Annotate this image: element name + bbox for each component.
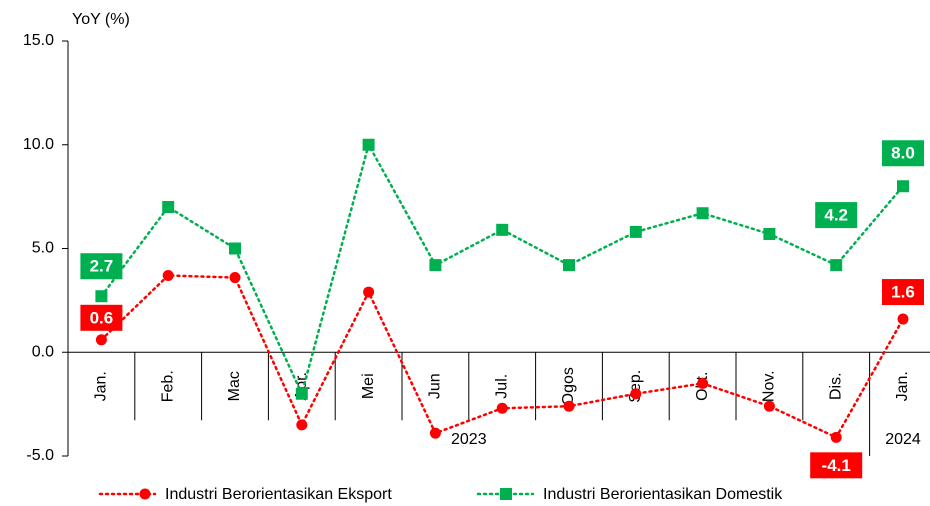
- marker: [563, 400, 575, 412]
- x-tick-label: Nov.: [761, 370, 778, 402]
- marker: [496, 402, 508, 414]
- marker: [429, 259, 442, 272]
- marker: [629, 225, 642, 238]
- marker: [897, 313, 909, 325]
- value-label-box: [80, 253, 123, 280]
- x-tick-label: Ogos: [560, 367, 577, 405]
- value-label: 1.6: [891, 283, 915, 302]
- marker: [763, 400, 775, 412]
- y-axis-label: YoY (%): [72, 11, 130, 28]
- marker: [429, 427, 441, 439]
- y-tick-label: -5.0: [26, 447, 54, 464]
- legend-marker: [500, 488, 512, 500]
- marker: [763, 227, 776, 240]
- x-tick-label: Feb.: [159, 370, 176, 402]
- y-tick-label: 0.0: [32, 343, 54, 360]
- marker: [95, 290, 108, 303]
- marker: [696, 207, 709, 220]
- marker: [295, 387, 308, 400]
- marker: [830, 259, 843, 272]
- series-line: [100, 141, 905, 398]
- legend-label: Industri Berorientasikan Eksport: [165, 486, 392, 503]
- marker: [162, 269, 174, 281]
- value-label: 4.2: [824, 206, 848, 225]
- value-label: -4.1: [822, 456, 851, 475]
- x-tick-label: Dis.: [827, 372, 844, 400]
- marker: [362, 138, 375, 151]
- value-label-box: [815, 202, 858, 229]
- marker: [229, 242, 241, 255]
- marker: [296, 419, 308, 431]
- marker: [496, 223, 509, 236]
- x-tick-label: Jun: [427, 373, 444, 399]
- value-label-box: [882, 140, 924, 167]
- marker: [563, 259, 575, 272]
- year-label: 2023: [451, 431, 487, 448]
- y-tick-label: 10.0: [23, 136, 54, 153]
- value-label: 2.7: [90, 257, 114, 276]
- marker: [630, 388, 642, 400]
- value-label-box: [810, 452, 863, 479]
- x-tick-label: Mei: [360, 373, 377, 399]
- x-tick-label: Jul.: [493, 374, 510, 399]
- x-tick-label: Jan.: [894, 371, 911, 401]
- value-label: 0.6: [90, 308, 114, 327]
- legend-label: Industri Berorientasikan Domestik: [543, 486, 783, 503]
- x-tick-label: Jan.: [93, 371, 110, 401]
- marker: [229, 272, 241, 284]
- marker: [830, 431, 842, 443]
- marker: [95, 334, 107, 346]
- y-tick-label: 15.0: [23, 32, 54, 49]
- marker: [162, 201, 175, 213]
- value-label-box: [882, 279, 924, 306]
- value-label: 8.0: [891, 144, 915, 163]
- y-tick-label: 5.0: [32, 240, 54, 257]
- marker: [363, 286, 375, 298]
- value-label-box: [80, 304, 123, 331]
- marker: [697, 377, 709, 389]
- marker: [897, 180, 909, 193]
- legend-marker: [139, 488, 151, 500]
- year-label: 2024: [885, 431, 921, 448]
- x-tick-label: Mac: [226, 371, 243, 401]
